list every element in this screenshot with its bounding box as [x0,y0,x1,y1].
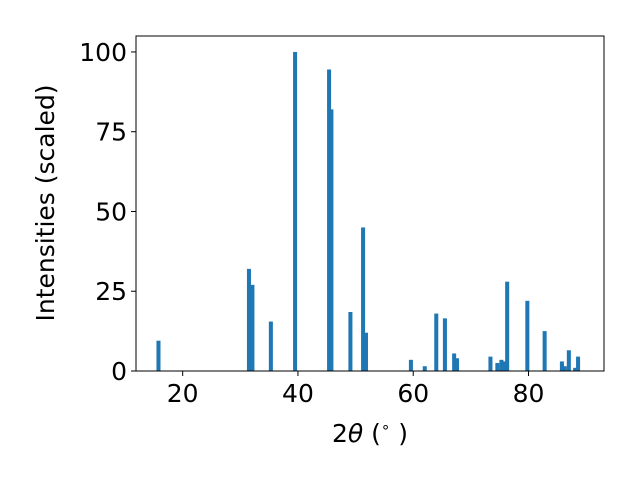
bar [573,367,578,371]
bar [156,340,161,371]
x-tick-label: 40 [282,379,314,408]
bar [576,356,581,371]
bar [363,332,368,371]
x-axis-ticks: 20 40 60 80 [167,371,545,408]
bar [348,311,353,371]
bar [499,359,504,371]
bar [505,281,510,371]
bar [408,359,413,371]
x-tick-label: 60 [397,379,429,408]
y-axis-ticks: 0 25 50 75 100 [79,38,136,386]
x-tick-label: 20 [167,379,199,408]
plot-frame [135,35,605,372]
y-tick-label: 50 [95,197,127,226]
bar [452,353,457,371]
bar [566,350,571,371]
bar [455,358,460,371]
bar [434,313,439,371]
bar [250,284,255,371]
bar [422,366,427,371]
bar [495,363,500,371]
bar [562,366,567,371]
bar [361,227,366,371]
y-tick-label: 0 [111,357,127,386]
bar [293,51,298,371]
bar [559,361,564,371]
x-tick-label: 80 [513,379,545,408]
bars-group [156,51,581,371]
bar [542,331,547,371]
bar [268,321,273,371]
bar [525,300,530,371]
y-tick-label: 75 [95,118,127,147]
bar [442,318,447,371]
bar [246,268,251,371]
bar [327,69,332,371]
bar [488,356,493,371]
bar [329,109,334,371]
y-tick-label: 25 [95,277,127,306]
y-axis-label: Intensities (scaled) [31,84,60,321]
x-axis-label: 2θ (∘ ) [332,418,408,448]
y-tick-label: 100 [79,38,127,67]
bar [502,361,507,371]
